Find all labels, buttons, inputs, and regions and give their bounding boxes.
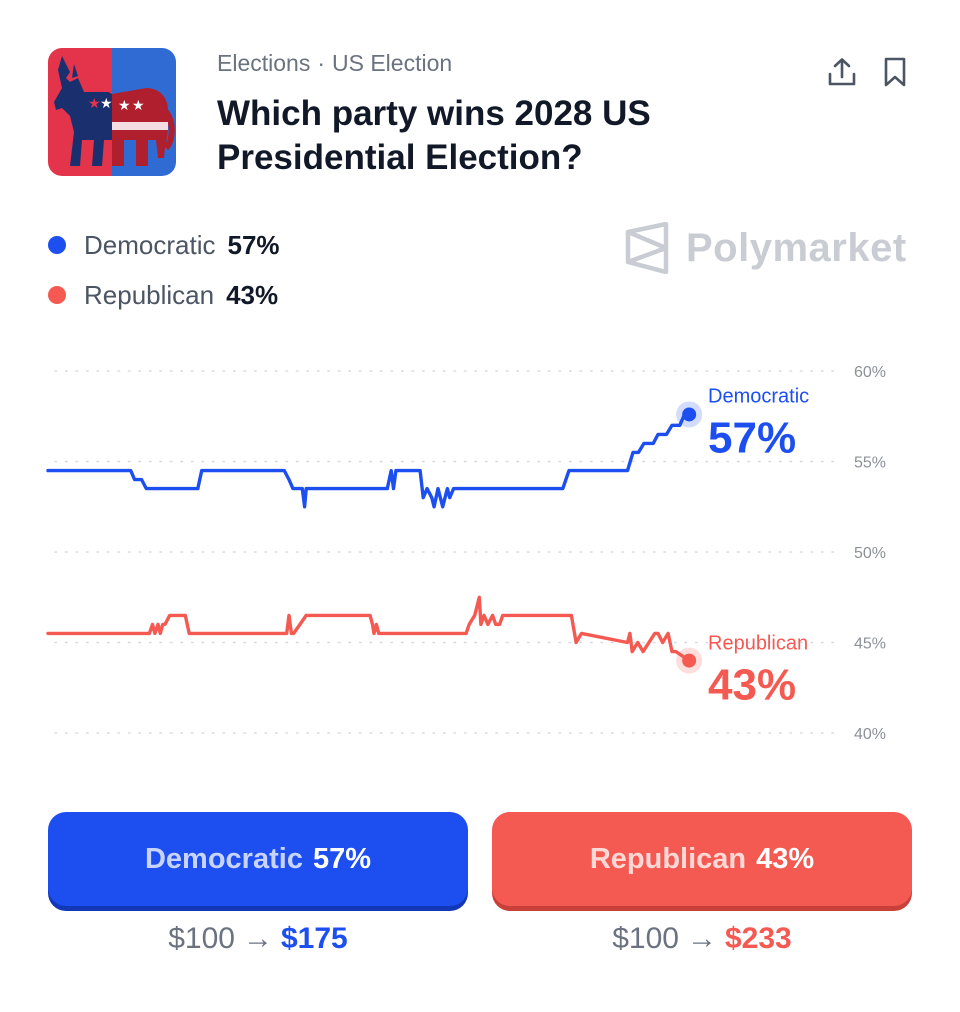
payout-democratic-stake: $100 — [168, 922, 235, 955]
y-tick-label: 45% — [854, 636, 886, 653]
buy-republican-price: 43% — [756, 842, 815, 875]
price-chart: 60% 55% 50% 45% 40% Democratic 57% Republica… — [46, 364, 886, 743]
y-tick-label: 40% — [854, 726, 886, 743]
buy-republican-button[interactable]: Republican 43% — [492, 812, 912, 906]
endpoint-dot-republican — [682, 653, 697, 668]
series-line-republican — [46, 595, 691, 663]
brand-name: Polymarket — [686, 225, 907, 270]
legend-name-democratic: Democratic — [84, 229, 216, 260]
breadcrumb-category[interactable]: Elections — [217, 50, 311, 76]
market-title: Which party wins 2028 US Presidential El… — [217, 94, 651, 177]
buy-democratic-label: Democratic — [144, 842, 303, 875]
bookmark-button[interactable] — [877, 54, 913, 90]
y-tick-label: 60% — [854, 364, 886, 381]
bookmark-icon — [884, 57, 906, 87]
legend-value-republican: 43% — [226, 279, 279, 310]
polymarket-logo-icon — [625, 222, 669, 274]
end-label-value-republican: 43% — [708, 661, 796, 710]
buy-democratic-price: 57% — [312, 842, 371, 875]
endpoint-dot-democratic — [682, 407, 697, 422]
donkey-elephant-icon: ★ ★ ★ ★ — [48, 48, 176, 176]
polymarket-watermark: Polymarket — [624, 222, 907, 274]
payout-republican-stake: $100 — [612, 922, 679, 955]
svg-text:★: ★ — [132, 98, 145, 114]
share-icon — [828, 58, 856, 86]
legend-item-republican: Republican 43% — [48, 270, 280, 320]
payout-republican: $100 → $233 — [492, 922, 912, 956]
payout-democratic-arrow: → — [243, 922, 273, 955]
legend-value-democratic: 57% — [227, 229, 280, 260]
svg-text:★: ★ — [100, 96, 113, 112]
legend-dot-democratic — [48, 236, 66, 254]
breadcrumb-subcategory[interactable]: US Election — [332, 50, 453, 76]
payout-republican-return: $233 — [725, 922, 792, 955]
payout-democratic: $100 → $175 — [48, 922, 468, 956]
payout-republican-arrow: → — [687, 922, 717, 955]
legend-item-democratic: Democratic 57% — [48, 220, 280, 270]
legend-dot-republican — [48, 286, 66, 304]
series-line-democratic — [46, 412, 691, 509]
svg-text:★: ★ — [88, 96, 101, 112]
legend-name-republican: Republican — [84, 279, 215, 310]
y-tick-label: 50% — [854, 545, 886, 562]
chart-legend: Democratic 57% Republican 43% — [48, 220, 280, 320]
breadcrumb-separator: · — [317, 50, 325, 76]
svg-text:★: ★ — [118, 98, 131, 114]
breadcrumb: Elections · US Election — [217, 50, 452, 77]
end-label-name-democratic: Democratic — [708, 385, 809, 407]
buy-democratic-button[interactable]: Democratic 57% — [48, 812, 468, 906]
market-thumbnail: ★ ★ ★ ★ — [48, 48, 176, 176]
buy-republican-label: Republican — [589, 842, 747, 875]
share-button[interactable] — [824, 54, 860, 90]
y-tick-label: 55% — [854, 455, 886, 472]
payout-democratic-return: $175 — [281, 922, 348, 955]
end-label-name-republican: Republican — [708, 633, 808, 655]
end-label-value-democratic: 57% — [708, 413, 796, 462]
